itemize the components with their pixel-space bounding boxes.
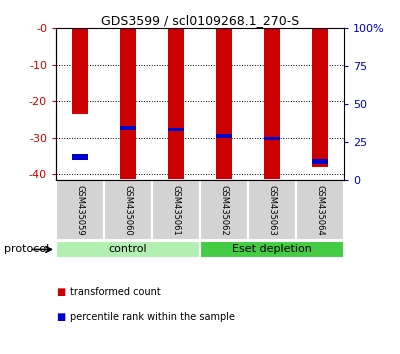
Title: GDS3599 / scl0109268.1_270-S: GDS3599 / scl0109268.1_270-S [101,14,299,27]
FancyBboxPatch shape [104,181,152,240]
Bar [312,28,328,167]
Text: Eset depletion: Eset depletion [232,245,312,255]
Text: GSM435061: GSM435061 [172,185,180,235]
FancyBboxPatch shape [248,181,296,240]
Text: protocol: protocol [4,245,49,255]
Bar [264,137,280,140]
Bar [72,28,88,114]
Bar [312,159,328,164]
FancyBboxPatch shape [200,240,344,258]
FancyBboxPatch shape [296,181,344,240]
Text: GSM435060: GSM435060 [124,185,132,235]
Bar [120,28,136,179]
Text: GSM435064: GSM435064 [316,185,324,235]
FancyBboxPatch shape [56,181,104,240]
Bar [264,28,280,179]
Text: transformed count: transformed count [70,287,161,297]
Text: GSM435062: GSM435062 [220,185,228,235]
Text: ■: ■ [56,287,65,297]
Text: control: control [109,245,147,255]
Bar [120,126,136,130]
FancyBboxPatch shape [200,181,248,240]
Text: ■: ■ [56,312,65,322]
FancyBboxPatch shape [56,240,200,258]
Text: GSM435059: GSM435059 [76,185,84,235]
Bar [216,28,232,179]
FancyBboxPatch shape [152,181,200,240]
Bar [216,133,232,138]
Text: percentile rank within the sample: percentile rank within the sample [70,312,235,322]
Bar [168,128,184,131]
Bar [72,154,88,160]
Text: GSM435063: GSM435063 [268,185,276,236]
Bar [168,28,184,179]
